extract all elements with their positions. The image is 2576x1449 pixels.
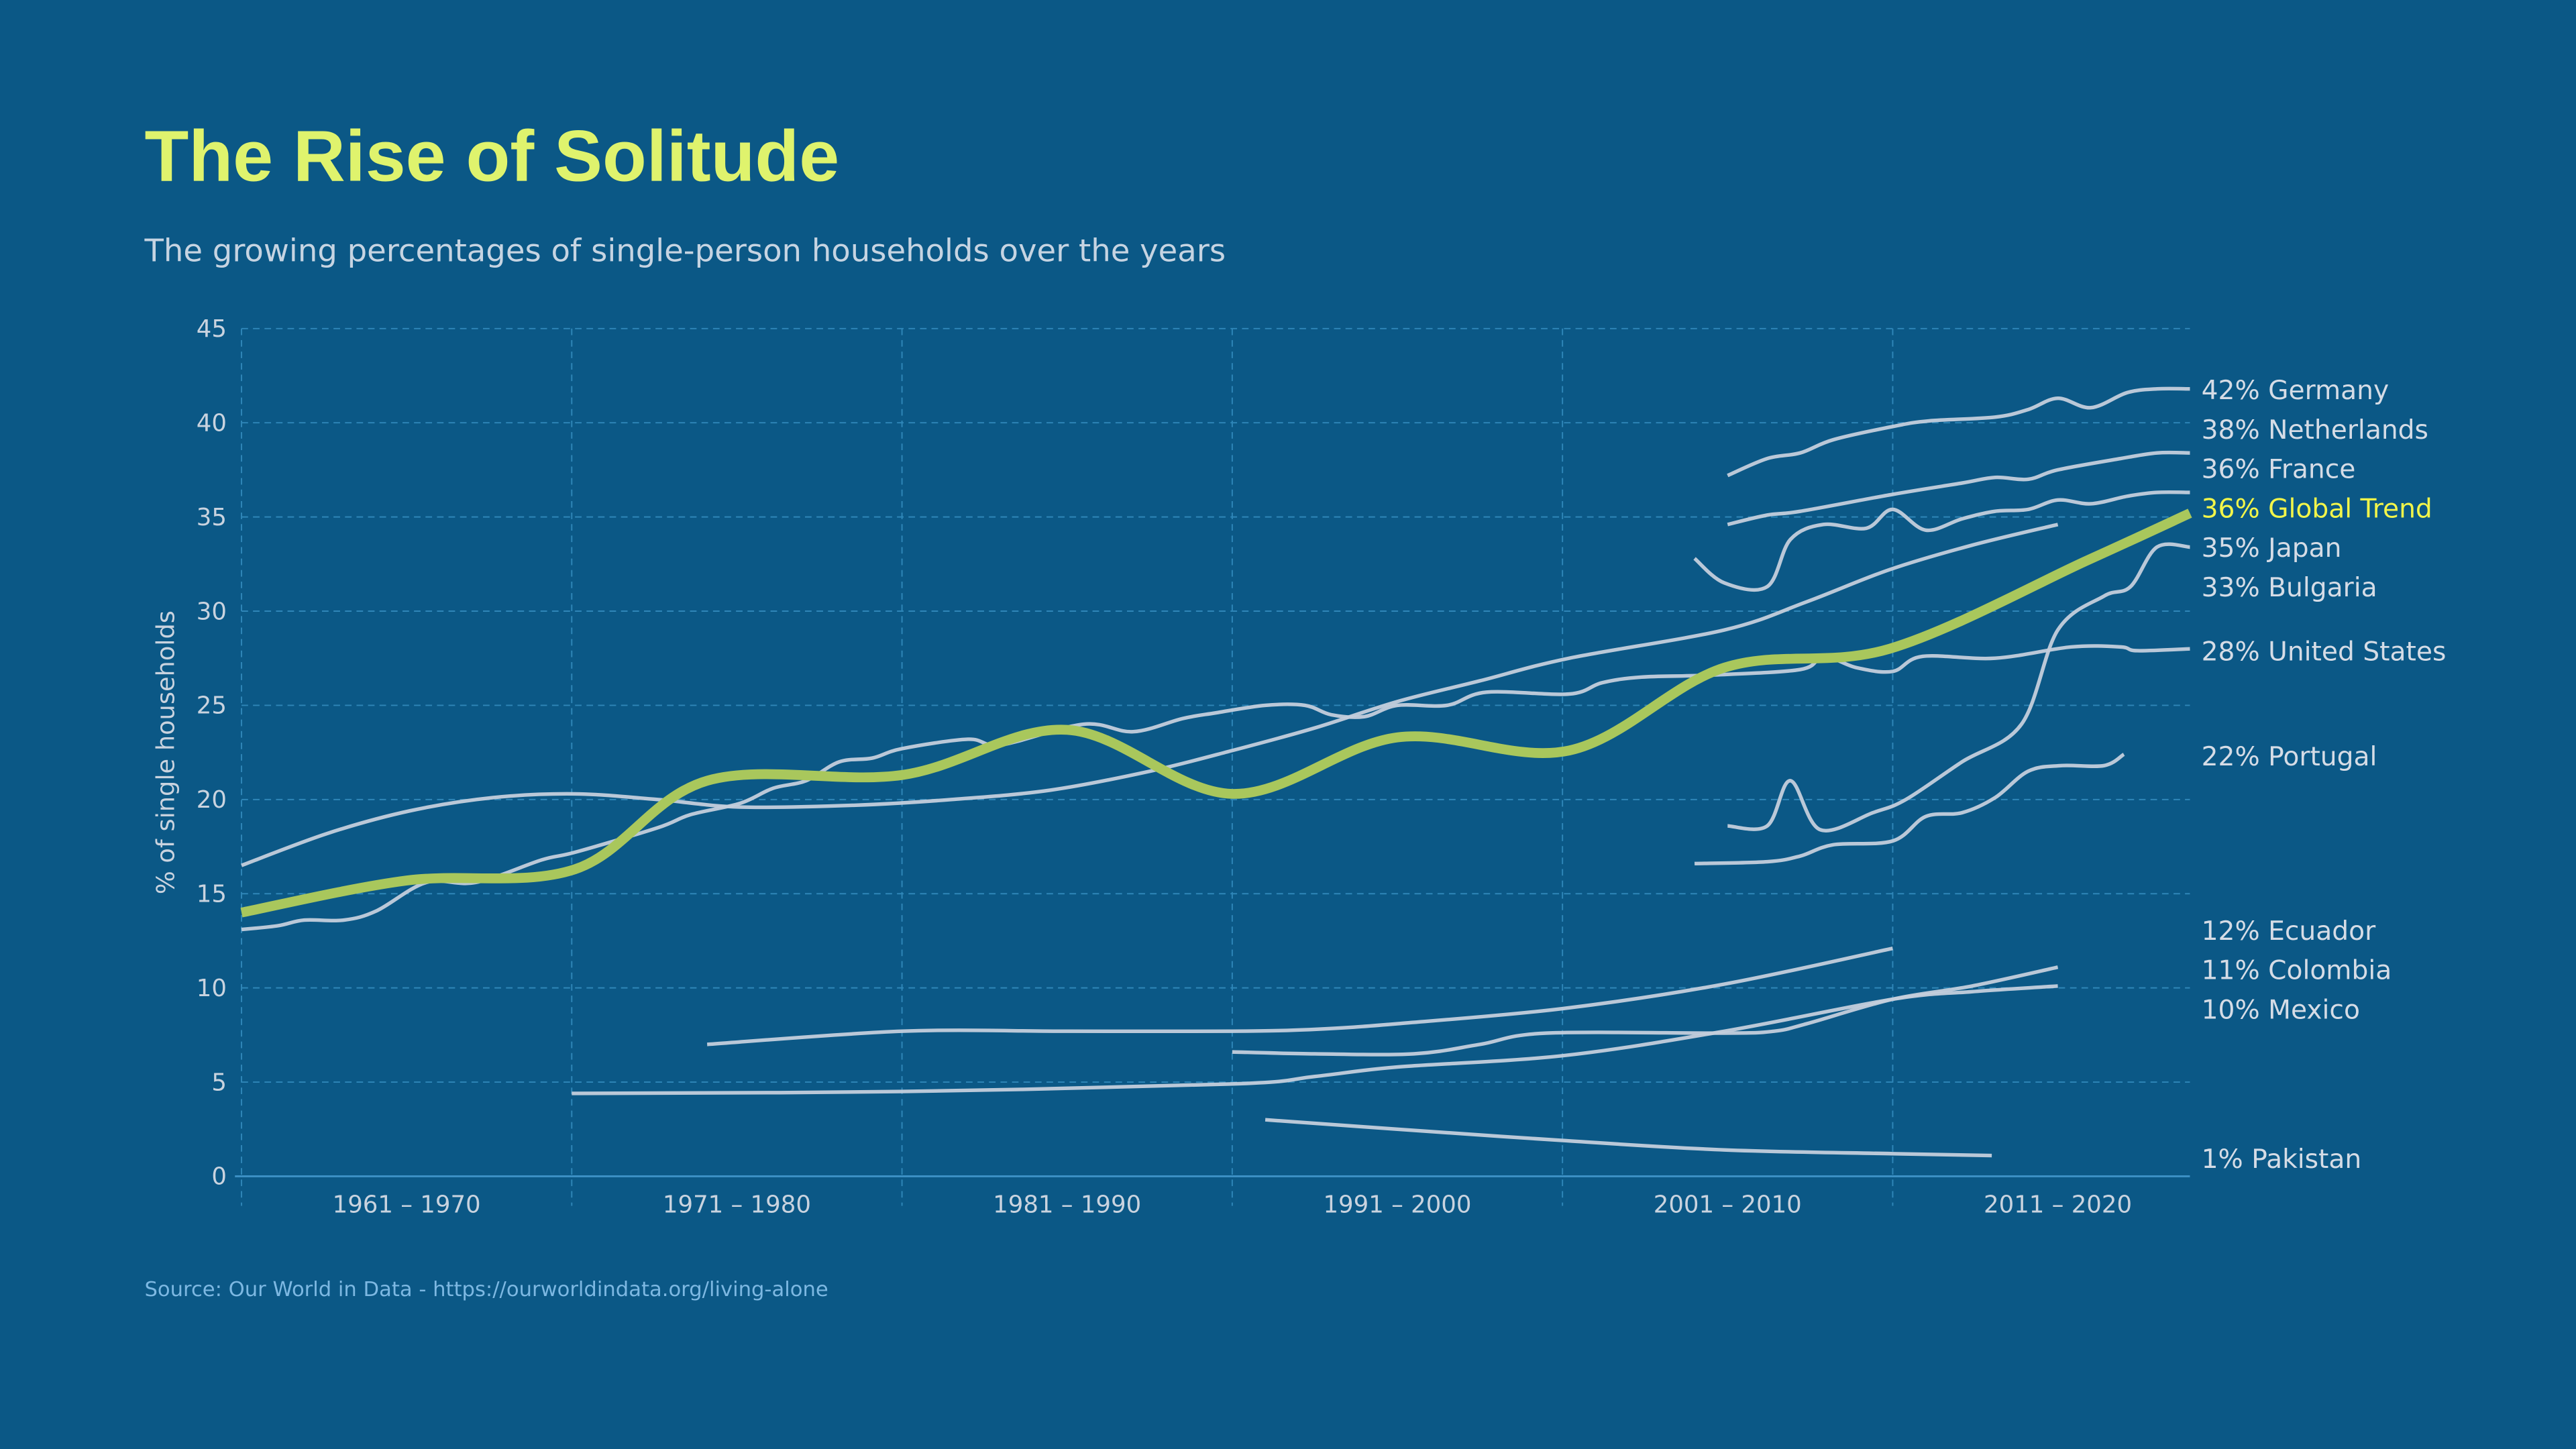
series-line-portugal — [1694, 753, 2125, 866]
series-line-united-states — [241, 644, 2190, 932]
series-line-japan — [241, 523, 2059, 867]
series-label-global-trend: 36% Global Trend — [2202, 494, 2432, 524]
x-tick-label: 1981 – 1990 — [993, 1191, 1141, 1218]
x-axis-ticks: 1961 – 1970 1971 – 1980 1981 – 1990 1991 – … — [333, 1191, 2132, 1218]
series-label-pakistan: 1% Pakistan — [2202, 1144, 2362, 1175]
series-labels: 42% Germany 38% Netherlands 36% France 35% … — [2202, 376, 2447, 1175]
y-tick-label: 0 — [211, 1163, 227, 1191]
x-tick-label: 1991 – 2000 — [1323, 1191, 1471, 1218]
series-line-germany — [1727, 386, 2190, 478]
series-line-france — [1693, 490, 2190, 592]
x-tick-label: 1971 – 1980 — [663, 1191, 811, 1218]
series-label-netherlands: 38% Netherlands — [2202, 415, 2428, 445]
series-line-mexico — [572, 984, 2058, 1095]
y-tick-label: 40 — [197, 409, 227, 437]
series-label-united-states: 28% United States — [2202, 637, 2447, 667]
series-label-mexico: 10% Mexico — [2202, 995, 2360, 1025]
chart-title: The Rise of Solitude — [145, 115, 840, 196]
series-label-ecuador: 12% Ecuador — [2202, 916, 2376, 947]
y-tick-label: 25 — [197, 692, 227, 720]
y-tick-label: 35 — [197, 504, 227, 531]
y-tick-label: 10 — [197, 975, 227, 1002]
series-label-colombia: 11% Colombia — [2202, 956, 2392, 986]
series-line-pakistan — [1265, 1118, 1992, 1158]
y-tick-label: 20 — [197, 786, 227, 814]
y-tick-label: 30 — [197, 598, 227, 625]
y-axis-ticks: 0 5 10 15 20 25 30 35 40 45 — [197, 315, 227, 1191]
gridlines — [235, 327, 2190, 1206]
series-label-bulgaria: 33% Bulgaria — [2202, 573, 2377, 603]
series-label-germany: 42% Germany — [2202, 376, 2390, 406]
x-tick-label: 2011 – 2020 — [1984, 1191, 2132, 1218]
x-tick-label: 1961 – 1970 — [333, 1191, 481, 1218]
series-label-japan: 35% Japan — [2202, 533, 2342, 564]
source-note: Source: Our World in Data - https://ourw… — [145, 1278, 828, 1301]
series-line-bulgaria — [1727, 542, 2190, 833]
x-tick-label: 2001 – 2010 — [1654, 1191, 1802, 1218]
y-tick-label: 15 — [197, 880, 227, 908]
y-tick-label: 5 — [211, 1069, 227, 1096]
y-axis-label: % of single households — [152, 610, 180, 894]
series-line-ecuador — [706, 947, 1893, 1046]
chart-subtitle: The growing percentages of single-person… — [144, 232, 1226, 268]
series-line-netherlands — [1727, 450, 2190, 527]
series-label-portugal: 22% Portugal — [2202, 742, 2377, 772]
series-line-global-trend — [240, 508, 2192, 918]
series-label-france: 36% France — [2202, 455, 2356, 485]
y-tick-label: 45 — [197, 315, 227, 343]
series-lines — [240, 386, 2192, 1158]
